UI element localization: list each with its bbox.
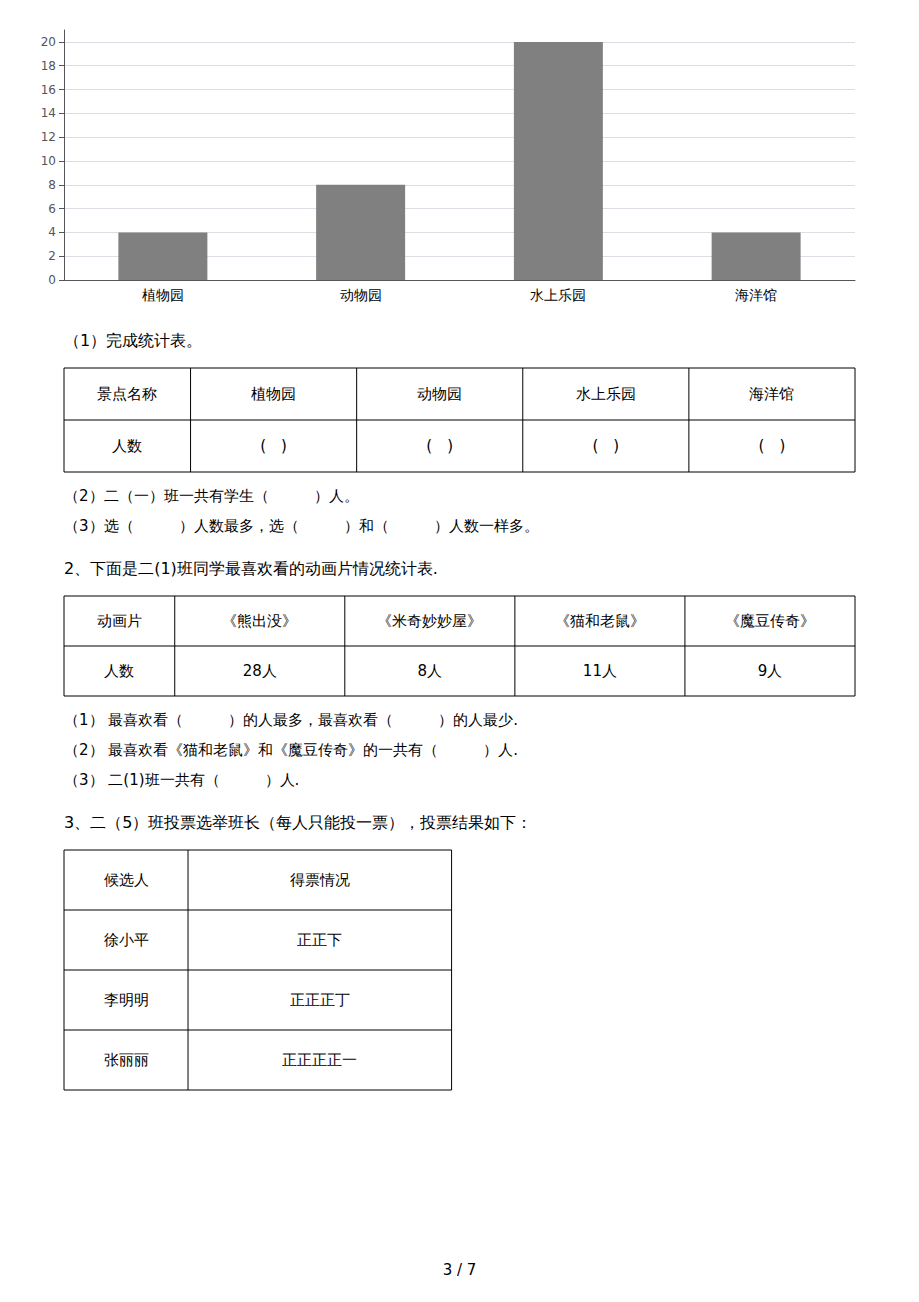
svg-text:20: 20 [41, 35, 56, 49]
svg-text:动物园: 动物园 [417, 385, 462, 403]
svg-text:水上乐园: 水上乐园 [530, 287, 586, 303]
svg-text:( ): ( ) [260, 437, 287, 455]
svg-text:( ): ( ) [426, 437, 453, 455]
svg-text:海洋馆: 海洋馆 [749, 385, 794, 403]
svg-text:14: 14 [41, 106, 56, 120]
svg-text:徐小平: 徐小平 [104, 931, 149, 949]
svg-text:海洋馆: 海洋馆 [735, 287, 777, 303]
svg-text:人数: 人数 [104, 662, 134, 680]
svg-text:人数: 人数 [112, 437, 142, 455]
svg-text:（3） 二(1)班一共有（ ）人.: （3） 二(1)班一共有（ ）人. [64, 771, 299, 789]
svg-text:( ): ( ) [592, 437, 619, 455]
svg-text:《魔豆传奇》: 《魔豆传奇》 [725, 612, 815, 630]
svg-text:12: 12 [41, 130, 56, 144]
svg-text:得票情况: 得票情况 [290, 871, 350, 889]
svg-text:6: 6 [48, 202, 56, 216]
svg-text:（3）选（ ）人数最多，选（ ）和（ ）人数一样: （3）选（ ）人数最多，选（ ）和（ ）人数一样多。 [64, 517, 539, 535]
svg-text:4: 4 [48, 225, 56, 239]
svg-text:景点名称: 景点名称 [97, 385, 157, 403]
svg-text:水上乐园: 水上乐园 [576, 385, 636, 403]
svg-text:植物园: 植物园 [142, 287, 184, 303]
svg-text:（1） 最喜欢看（ ）的人最多，最喜欢看（ ）的人最: （1） 最喜欢看（ ）的人最多，最喜欢看（ ）的人最少. [64, 711, 518, 729]
svg-text:《熊出没》: 《熊出没》 [222, 612, 297, 630]
svg-text:正正正丁: 正正正丁 [290, 991, 350, 1009]
svg-text:16: 16 [41, 83, 56, 97]
svg-text:18: 18 [41, 59, 56, 73]
svg-text:8人: 8人 [418, 662, 443, 680]
svg-text:《米奇妙妙屋》: 《米奇妙妙屋》 [377, 612, 482, 630]
svg-text:张丽丽: 张丽丽 [104, 1051, 149, 1069]
svg-text:3、二（5）班投票选举班长（每人只能投一票），投票结果如下：: 3、二（5）班投票选举班长（每人只能投一票），投票结果如下： [64, 813, 532, 832]
svg-text:植物园: 植物园 [251, 385, 296, 403]
svg-text:11人: 11人 [583, 662, 617, 680]
svg-text:( ): ( ) [759, 437, 786, 455]
svg-text:（2）二（一）班一共有学生（ ）人。: （2）二（一）班一共有学生（ ）人。 [64, 487, 359, 505]
svg-text:10: 10 [41, 154, 56, 168]
svg-text:李明明: 李明明 [104, 991, 149, 1009]
svg-text:8: 8 [48, 178, 56, 192]
svg-text:9人: 9人 [758, 662, 783, 680]
svg-text:（1）完成统计表。: （1）完成统计表。 [64, 331, 202, 350]
svg-text:正正下: 正正下 [297, 931, 342, 949]
svg-text:（2） 最喜欢看《猫和老鼠》和《魔豆传奇》的一共有（ ）: （2） 最喜欢看《猫和老鼠》和《魔豆传奇》的一共有（ ）人. [64, 741, 518, 759]
svg-text:28人: 28人 [243, 662, 277, 680]
svg-text:动物园: 动物园 [340, 287, 382, 303]
svg-text:候选人: 候选人 [104, 871, 149, 889]
svg-text:《猫和老鼠》: 《猫和老鼠》 [555, 612, 645, 630]
svg-text:0: 0 [48, 273, 56, 287]
svg-text:2: 2 [48, 249, 56, 263]
svg-text:动画片: 动画片 [97, 612, 142, 630]
svg-text:正正正正一: 正正正正一 [282, 1051, 357, 1069]
svg-text:2、下面是二(1)班同学最喜欢看的动画片情况统计表.: 2、下面是二(1)班同学最喜欢看的动画片情况统计表. [64, 559, 438, 578]
svg-text:3 / 7: 3 / 7 [443, 1261, 477, 1279]
